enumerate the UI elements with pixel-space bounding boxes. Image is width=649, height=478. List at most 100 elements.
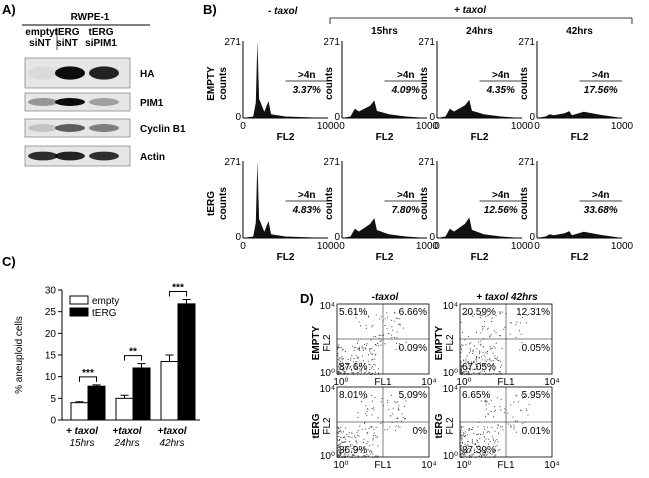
event <box>387 428 388 430</box>
event <box>526 410 528 411</box>
label: 1000 <box>416 121 439 132</box>
event <box>503 412 505 414</box>
event <box>473 432 475 434</box>
event <box>460 449 462 451</box>
event <box>347 436 349 438</box>
event <box>488 443 489 445</box>
label: *** <box>82 368 94 379</box>
event <box>349 436 351 438</box>
event <box>375 344 377 346</box>
event <box>384 318 386 320</box>
event <box>368 373 370 375</box>
event <box>479 353 480 355</box>
event <box>460 359 462 361</box>
event <box>355 361 357 363</box>
event <box>375 314 377 316</box>
event <box>371 395 373 396</box>
event <box>353 373 355 375</box>
event <box>363 349 365 351</box>
event <box>373 350 375 352</box>
event <box>372 400 373 402</box>
event <box>367 441 369 443</box>
event <box>460 432 462 434</box>
event <box>488 403 490 405</box>
event <box>460 370 462 371</box>
event <box>461 371 463 373</box>
event <box>493 439 495 441</box>
event <box>398 405 400 407</box>
event <box>340 449 342 451</box>
label: 0 <box>339 241 345 252</box>
event <box>353 358 355 360</box>
histogram <box>437 217 522 238</box>
event <box>377 445 379 447</box>
event <box>377 455 379 457</box>
event <box>387 399 389 401</box>
event <box>369 348 371 349</box>
label: siPIM1 <box>85 38 117 49</box>
event <box>371 456 373 458</box>
event <box>519 322 521 324</box>
event <box>478 341 480 343</box>
event <box>493 373 495 374</box>
event <box>390 394 392 396</box>
event <box>466 444 468 446</box>
event <box>460 454 462 456</box>
event <box>479 351 481 353</box>
label: 10⁰ <box>456 377 471 388</box>
event <box>496 445 498 447</box>
event <box>461 374 463 375</box>
event <box>337 366 339 368</box>
event <box>473 372 475 374</box>
event <box>472 453 474 455</box>
event <box>528 404 530 405</box>
event <box>370 373 372 375</box>
event <box>464 435 466 436</box>
event <box>467 335 469 337</box>
event <box>372 453 374 455</box>
event <box>399 426 401 428</box>
event <box>351 370 353 372</box>
event <box>489 457 491 458</box>
event <box>491 453 493 455</box>
event <box>337 368 339 370</box>
event <box>460 455 462 457</box>
event <box>384 343 386 345</box>
label: FL2 <box>277 132 295 143</box>
label: >4n <box>492 70 510 81</box>
event <box>368 315 370 317</box>
event <box>473 448 475 450</box>
event <box>352 456 354 458</box>
event <box>499 312 501 314</box>
event <box>350 359 352 361</box>
event <box>384 429 386 431</box>
event <box>460 454 461 456</box>
event <box>396 318 398 320</box>
event <box>369 350 371 352</box>
event <box>491 426 493 428</box>
event <box>348 454 350 456</box>
event <box>481 364 483 366</box>
event <box>482 365 484 367</box>
event <box>467 373 469 375</box>
event <box>495 358 497 359</box>
event <box>492 347 494 349</box>
event <box>478 356 480 358</box>
event <box>465 446 467 448</box>
event <box>395 430 396 432</box>
label: counts <box>218 187 229 220</box>
event <box>498 371 500 373</box>
event <box>496 439 498 441</box>
event <box>467 372 469 374</box>
label: % aneuploid cells <box>14 316 25 394</box>
label: 0 <box>334 232 340 243</box>
event <box>463 433 465 435</box>
event <box>355 363 357 365</box>
label: >4n <box>592 190 610 201</box>
event <box>520 409 521 411</box>
event <box>337 373 338 375</box>
event <box>372 439 374 441</box>
event <box>527 314 528 316</box>
event <box>343 441 345 443</box>
event <box>482 329 483 331</box>
